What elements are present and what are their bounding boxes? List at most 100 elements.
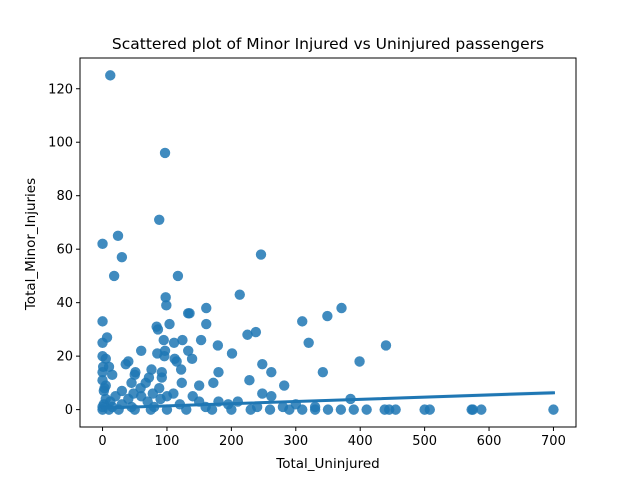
data-point (158, 334, 169, 346)
data-point (257, 358, 268, 370)
data-point (171, 356, 182, 367)
data-point (257, 388, 268, 399)
data-point (98, 385, 110, 397)
data-point (155, 393, 166, 405)
data-point (336, 302, 347, 314)
data-point (234, 289, 245, 300)
data-point (245, 404, 256, 415)
data-point (120, 358, 131, 370)
data-point (175, 364, 187, 375)
data-point (226, 404, 237, 415)
y-axis-label: Total_Minor_Injuries (23, 178, 39, 311)
data-point (186, 353, 198, 365)
plot-contents (97, 70, 559, 415)
data-point (159, 147, 171, 159)
data-point (264, 404, 276, 415)
data-point (309, 404, 321, 415)
data-point (97, 366, 108, 378)
data-point (97, 238, 108, 250)
data-point (232, 396, 244, 407)
data-point (108, 270, 120, 282)
data-point (160, 292, 171, 303)
x-tick-label: 600 (477, 434, 502, 449)
data-point (244, 375, 255, 386)
data-point (97, 316, 108, 327)
data-point (322, 404, 334, 415)
data-point (297, 316, 308, 327)
data-point (213, 366, 224, 378)
data-point (548, 404, 559, 415)
data-point (154, 214, 165, 225)
data-point (116, 252, 128, 263)
data-point (103, 404, 115, 415)
x-axis-label: Total_Uninjured (275, 456, 379, 472)
x-tick-label: 400 (348, 434, 373, 449)
data-point (107, 369, 118, 381)
data-point (390, 404, 401, 415)
y-tick-label: 80 (56, 189, 73, 204)
x-tick-label: 0 (98, 434, 106, 449)
data-point (195, 334, 207, 346)
data-point (156, 372, 168, 383)
data-point (322, 310, 333, 322)
y-tick-label: 120 (48, 82, 73, 97)
data-point (476, 404, 487, 415)
data-point (183, 345, 194, 356)
plot-frame (79, 57, 577, 428)
data-point (168, 337, 180, 348)
y-tick-label: 100 (48, 136, 73, 151)
y-tick-label: 20 (56, 350, 73, 365)
data-point (159, 350, 170, 362)
data-point (164, 318, 175, 330)
data-point (129, 369, 140, 381)
y-tick-label: 40 (56, 296, 73, 311)
data-point (206, 404, 218, 415)
data-point (112, 230, 124, 242)
data-point (172, 270, 184, 282)
data-point (100, 353, 111, 365)
data-point (242, 329, 253, 340)
data-point (201, 302, 212, 314)
x-tick-label: 700 (541, 434, 566, 449)
axes: 0 100 200 300 400 500 600 700 0 20 40 60 80 100 120 (48, 57, 577, 449)
data-point (176, 377, 187, 389)
x-tick-label: 300 (283, 434, 308, 449)
data-point (467, 404, 479, 415)
data-point (97, 337, 108, 348)
data-point (335, 404, 347, 415)
data-point (424, 404, 435, 415)
data-point (250, 326, 262, 338)
data-point (135, 383, 146, 394)
scatter-points (97, 70, 559, 415)
x-tick-label: 500 (412, 434, 437, 449)
y-tick-label: 60 (56, 243, 73, 258)
data-point (255, 249, 267, 260)
regression-line (100, 391, 556, 410)
data-point (193, 380, 205, 391)
data-point (184, 308, 195, 319)
data-point (177, 334, 188, 346)
data-point (284, 404, 295, 415)
data-point (161, 300, 172, 311)
data-point (105, 70, 116, 81)
y-tick-label: 0 (65, 403, 73, 418)
data-point (278, 380, 290, 391)
data-point (266, 391, 277, 402)
data-point (297, 404, 308, 415)
x-tick-label: 200 (219, 434, 244, 449)
data-point (226, 348, 238, 359)
data-point (152, 324, 164, 335)
data-point (147, 388, 158, 399)
data-point (266, 366, 277, 378)
data-point (146, 364, 157, 375)
data-point (317, 366, 329, 378)
data-point (212, 340, 224, 351)
data-point (181, 404, 192, 415)
data-point (354, 356, 365, 367)
chart-title: Scattered plot of Minor Injured vs Uninj… (112, 35, 544, 53)
data-point (348, 404, 359, 415)
data-point (208, 377, 219, 389)
x-tick-label: 100 (155, 434, 180, 449)
data-point (201, 318, 212, 330)
data-point (135, 345, 147, 356)
